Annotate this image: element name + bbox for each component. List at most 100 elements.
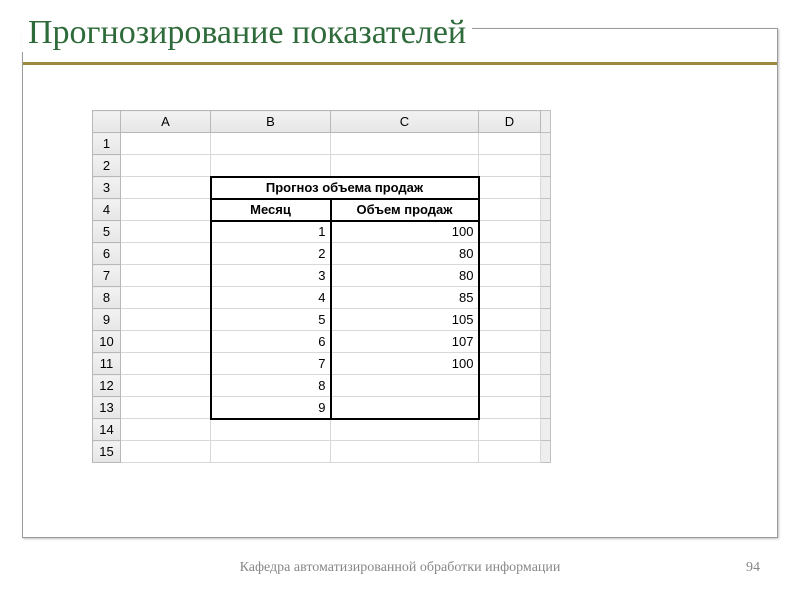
cell[interactable] [479,133,541,155]
row-header[interactable]: 6 [93,243,121,265]
row-header[interactable]: 7 [93,265,121,287]
row-header[interactable]: 5 [93,221,121,243]
cell[interactable] [211,441,331,463]
table-row: 3 Прогноз объема продаж [93,177,551,199]
row-header[interactable]: 10 [93,331,121,353]
cell-month[interactable]: 4 [211,287,331,309]
cell-month[interactable]: 8 [211,375,331,397]
cell[interactable] [121,265,211,287]
cell[interactable] [479,265,541,287]
row-header[interactable]: 12 [93,375,121,397]
cell[interactable] [479,177,541,199]
cell-month[interactable]: 3 [211,265,331,287]
slide-footer: Кафедра автоматизированной обработки инф… [0,560,800,576]
row-header[interactable]: 11 [93,353,121,375]
header-volume-cell[interactable]: Объем продаж [331,199,479,221]
cell[interactable] [121,287,211,309]
cell-month[interactable]: 6 [211,331,331,353]
cell-volume[interactable]: 85 [331,287,479,309]
sheet-edge [541,397,551,419]
cell[interactable] [121,353,211,375]
sheet-edge [541,331,551,353]
sheet-edge [541,353,551,375]
col-header-a[interactable]: A [121,111,211,133]
row-header[interactable]: 1 [93,133,121,155]
table-row: 14 [93,419,551,441]
col-header-c[interactable]: C [331,111,479,133]
cell[interactable] [211,419,331,441]
cell[interactable] [211,133,331,155]
table-row: 15 [93,441,551,463]
cell[interactable] [121,375,211,397]
cell[interactable] [479,221,541,243]
cell[interactable] [479,441,541,463]
cell[interactable] [121,199,211,221]
cell[interactable] [121,221,211,243]
slide-title: Прогнозирование показателей [28,14,466,51]
col-header-d[interactable]: D [479,111,541,133]
table-row: 8 4 85 [93,287,551,309]
table-title-cell[interactable]: Прогноз объема продаж [211,177,479,199]
column-header-row: A B C D [93,111,551,133]
table-row: 1 [93,133,551,155]
cell[interactable] [479,419,541,441]
sheet-edge [541,243,551,265]
cell[interactable] [121,243,211,265]
cell-volume[interactable] [331,397,479,419]
cell[interactable] [121,331,211,353]
sheet-edge [541,111,551,133]
cell[interactable] [479,287,541,309]
cell[interactable] [479,243,541,265]
col-header-b[interactable]: B [211,111,331,133]
cell[interactable] [331,133,479,155]
cell[interactable] [479,375,541,397]
cell-volume[interactable]: 100 [331,353,479,375]
cell-month[interactable]: 1 [211,221,331,243]
row-header[interactable]: 2 [93,155,121,177]
cell[interactable] [479,397,541,419]
cell[interactable] [479,331,541,353]
table-row: 12 8 [93,375,551,397]
cell-volume[interactable]: 100 [331,221,479,243]
corner-cell[interactable] [93,111,121,133]
cell[interactable] [211,155,331,177]
row-header[interactable]: 8 [93,287,121,309]
row-header[interactable]: 9 [93,309,121,331]
table-row: 7 3 80 [93,265,551,287]
cell-month[interactable]: 9 [211,397,331,419]
cell-month[interactable]: 5 [211,309,331,331]
cell-month[interactable]: 7 [211,353,331,375]
cell[interactable] [331,419,479,441]
row-header[interactable]: 15 [93,441,121,463]
cell-volume[interactable]: 105 [331,309,479,331]
cell[interactable] [121,155,211,177]
cell[interactable] [479,155,541,177]
sheet-edge [541,133,551,155]
cell[interactable] [479,199,541,221]
cell-volume[interactable]: 107 [331,331,479,353]
row-header[interactable]: 4 [93,199,121,221]
sheet-edge [541,177,551,199]
cell[interactable] [331,441,479,463]
cell[interactable] [479,309,541,331]
cell[interactable] [121,309,211,331]
sheet-edge [541,155,551,177]
row-header[interactable]: 3 [93,177,121,199]
cell[interactable] [121,177,211,199]
sheet-edge [541,375,551,397]
table-row: 13 9 [93,397,551,419]
cell[interactable] [331,155,479,177]
cell-volume[interactable]: 80 [331,243,479,265]
cell-volume[interactable] [331,375,479,397]
cell[interactable] [121,397,211,419]
cell-volume[interactable]: 80 [331,265,479,287]
header-month-cell[interactable]: Месяц [211,199,331,221]
row-header[interactable]: 13 [93,397,121,419]
slide-title-wrap: Прогнозирование показателей [22,14,472,52]
cell[interactable] [121,419,211,441]
cell[interactable] [121,441,211,463]
cell[interactable] [121,133,211,155]
cell[interactable] [479,353,541,375]
cell-month[interactable]: 2 [211,243,331,265]
row-header[interactable]: 14 [93,419,121,441]
